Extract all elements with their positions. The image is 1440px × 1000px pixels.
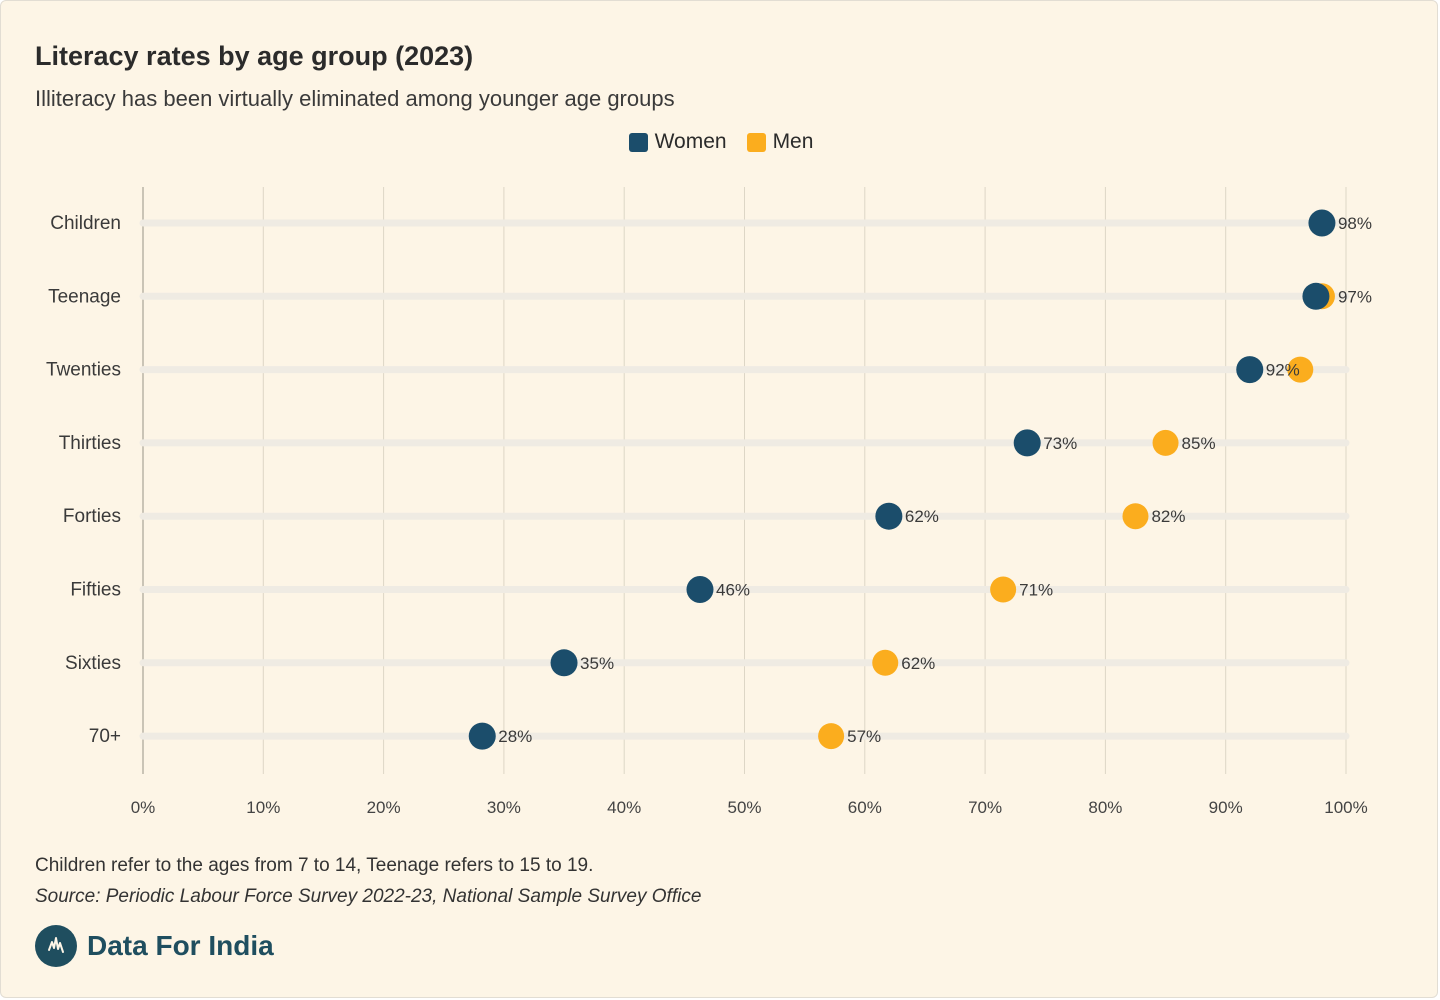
legend-swatch-men — [746, 132, 766, 152]
value-label-women: 28% — [498, 727, 532, 746]
legend-item-women[interactable]: Women — [628, 130, 727, 154]
dot-women — [1302, 282, 1330, 310]
footnote: Children refer to the ages from 7 to 14,… — [35, 855, 594, 876]
dot-women — [1013, 429, 1041, 457]
value-label-men: 85% — [1182, 434, 1216, 453]
dot-women — [875, 502, 903, 530]
x-tick-label: 20% — [367, 798, 401, 817]
dot-women — [468, 722, 496, 750]
value-label-women: 46% — [716, 581, 750, 600]
value-label-women: 92% — [1266, 361, 1300, 380]
chart-title: Literacy rates by age group (2023) — [35, 41, 474, 71]
x-tick-label: 0% — [131, 798, 156, 817]
value-label-men: 82% — [1151, 507, 1185, 526]
dot-women — [686, 576, 714, 603]
x-tick-label: 100% — [1324, 798, 1367, 817]
dot-men — [818, 723, 845, 750]
value-label-men: 62% — [901, 654, 935, 673]
category-label: Children — [50, 213, 121, 234]
legend-label-men: Men — [772, 130, 814, 153]
dot-men — [1122, 503, 1149, 530]
value-label-women: 35% — [580, 654, 614, 673]
x-tick-label: 50% — [727, 798, 761, 817]
legend-label-women: Women — [654, 130, 727, 153]
legend-swatch-women — [628, 132, 648, 152]
x-tick-label: 80% — [1088, 798, 1122, 817]
value-label-men: 71% — [1019, 581, 1053, 600]
dot-men — [1152, 429, 1179, 456]
brand: Data For India — [35, 925, 274, 967]
value-label-women: 73% — [1043, 434, 1077, 453]
value-label-women: 62% — [905, 507, 939, 526]
brand-logo-icon — [35, 925, 77, 967]
dot-plot: 0% 10% 20% 30% 40% 50% 60% 70% 80% 90% 100% Childre… — [46, 187, 1372, 817]
dot-men — [872, 649, 899, 676]
brand-name: Data For India — [87, 930, 274, 961]
dot-men — [990, 576, 1017, 603]
legend-item-men[interactable]: Men — [746, 130, 814, 154]
category-label: Forties — [63, 506, 121, 527]
x-tick-label: 60% — [848, 798, 882, 817]
category-label: Sixties — [65, 653, 121, 674]
value-label-men: 97% — [1338, 287, 1372, 306]
legend: Women Men — [1, 130, 1440, 154]
dot-men — [1287, 356, 1314, 383]
category-label: Fifties — [70, 580, 121, 601]
x-tick-label: 10% — [246, 798, 280, 817]
dot-women — [1308, 209, 1336, 237]
x-tick-label: 30% — [487, 798, 521, 817]
category-label: 70+ — [89, 726, 121, 747]
source-note: Source: Periodic Labour Force Survey 202… — [35, 886, 702, 907]
x-tick-label: 90% — [1209, 798, 1243, 817]
dot-women — [1236, 356, 1264, 384]
category-label: Twenties — [46, 360, 121, 381]
chart-subtitle: Illiteracy has been virtually eliminated… — [35, 86, 675, 111]
value-label-men: 57% — [847, 727, 881, 746]
category-label: Teenage — [48, 286, 121, 307]
x-tick-label: 40% — [607, 798, 641, 817]
value-label-women: 98% — [1338, 214, 1372, 233]
category-label: Thirties — [59, 433, 121, 454]
x-tick-label: 70% — [968, 798, 1002, 817]
dot-women — [550, 649, 578, 677]
